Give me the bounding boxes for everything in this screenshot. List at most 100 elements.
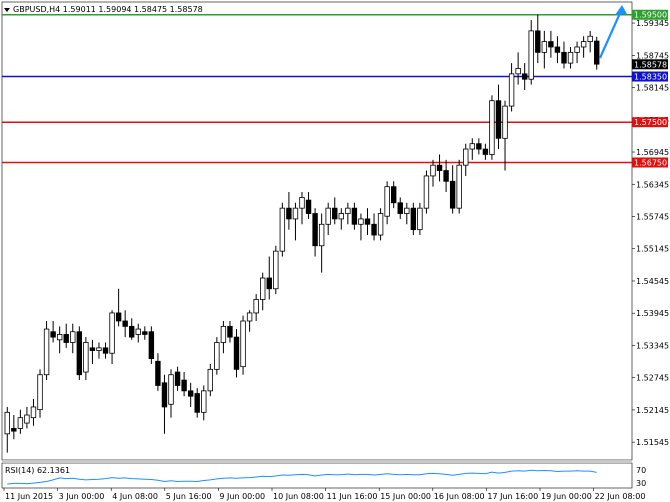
price-tick-label: 1.55745 [636, 212, 669, 221]
candle [273, 245, 279, 295]
candle [521, 63, 528, 90]
candle [155, 353, 161, 391]
candle [463, 143, 469, 176]
candle [227, 320, 233, 343]
time-tick-label: 10 Jun 08:00 [273, 492, 324, 501]
candle-body [430, 164, 436, 177]
candle-body [155, 360, 161, 386]
candle [443, 159, 449, 193]
candle-body [89, 347, 96, 351]
symbol-header: GBPUSD,H4 1.59011 1.59094 1.58475 1.5857… [13, 5, 203, 14]
candle [220, 320, 227, 354]
candle [70, 323, 76, 354]
time-tick-label: 19 Jun 00:00 [541, 492, 592, 501]
candle-body [436, 164, 443, 171]
price-label-bg [632, 117, 668, 128]
price-tick-label: 1.56345 [636, 180, 669, 189]
candle [312, 208, 318, 257]
candle [89, 339, 96, 364]
candle [56, 326, 63, 354]
panel-separator[interactable] [2, 460, 632, 463]
price-tick-label: 1.55145 [636, 245, 669, 254]
candle-body [96, 347, 102, 351]
rsi-path [7, 469, 597, 485]
candle [456, 159, 462, 214]
price-label-bg [632, 157, 668, 168]
price-scale: 1.593451.587451.581451.575451.569451.563… [632, 19, 669, 447]
candle-body [207, 368, 214, 392]
candle-body [561, 51, 567, 64]
candle [417, 202, 423, 236]
candle-body [332, 207, 338, 220]
candle [266, 256, 272, 300]
candle [515, 52, 521, 85]
time-tick-label: 9 Jun 00:00 [219, 492, 265, 501]
price-label-bg [632, 59, 668, 70]
time-tick-label: 22 Jun 08:00 [595, 492, 646, 501]
candle-body [345, 207, 351, 214]
candle-body [273, 250, 279, 290]
candle-body [56, 334, 63, 341]
price-tick-label: 1.58145 [636, 84, 669, 93]
candle [345, 202, 351, 225]
candle-body [194, 393, 200, 413]
candle [207, 363, 214, 397]
price-tick-label: 1.56945 [636, 148, 669, 157]
candle-body [30, 406, 37, 419]
candle [332, 197, 338, 225]
candle-body [129, 325, 135, 338]
candle [528, 20, 534, 85]
candle-body [404, 207, 410, 214]
candle-body [148, 331, 155, 360]
candle-body [63, 334, 69, 343]
candle-body [489, 100, 495, 155]
candle [83, 337, 89, 381]
candle [364, 208, 371, 236]
candle [410, 202, 417, 236]
candle-body [122, 320, 128, 327]
price-label-bg [632, 9, 668, 20]
candle-body [548, 41, 554, 48]
candlesticks [4, 14, 600, 453]
time-tick-label: 5 Jun 16:00 [166, 492, 212, 501]
candle [338, 208, 344, 230]
candle-body [587, 35, 593, 43]
candle [201, 385, 207, 421]
candle [548, 30, 554, 58]
candle [115, 288, 122, 327]
candle [4, 406, 10, 453]
candle [63, 323, 69, 348]
candle [495, 84, 502, 150]
candle [580, 36, 587, 58]
candle [476, 138, 482, 155]
candle [594, 36, 600, 70]
candle [305, 192, 312, 219]
candle-body [508, 73, 515, 107]
level-price-labels: 1.59500 1.58350 1.57500 1.56750 1.58578 [632, 9, 668, 168]
candle-body [83, 342, 89, 373]
candle [318, 213, 325, 273]
price-label-text: 1.59500 [634, 11, 667, 20]
candle [390, 181, 397, 209]
candle [135, 323, 141, 343]
candle-body [292, 207, 299, 220]
candle-body [554, 46, 561, 53]
candle-body [580, 41, 587, 48]
candle [541, 30, 548, 69]
candle [142, 326, 148, 340]
chart-menu-triangle-icon[interactable] [4, 8, 10, 12]
candle-body [266, 277, 272, 290]
time-tick-label: 16 Jun 08:00 [434, 492, 485, 501]
candle [482, 143, 489, 160]
candle-body [567, 51, 574, 64]
candle-body [246, 312, 253, 322]
candle-body [502, 105, 508, 139]
candle-body [299, 197, 305, 209]
candle [279, 202, 286, 257]
candle-body [443, 170, 449, 182]
candle [587, 30, 593, 53]
candle [109, 310, 115, 364]
price-tick-label: 1.54545 [636, 277, 669, 286]
